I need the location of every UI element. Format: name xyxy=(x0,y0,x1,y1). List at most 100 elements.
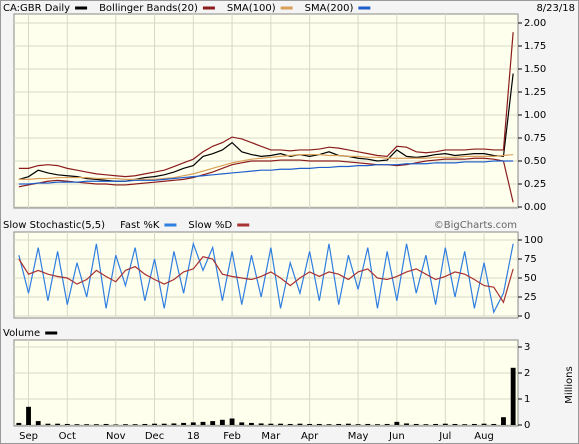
volume-bar xyxy=(200,421,206,425)
y-tick-label: 3 xyxy=(524,342,530,353)
panel-title: Volume xyxy=(3,328,40,339)
y-tick-label: 0.25 xyxy=(524,179,546,190)
series-line xyxy=(18,160,514,185)
series-line xyxy=(18,256,514,304)
x-tick-label: Aug xyxy=(474,431,494,442)
volume-bar xyxy=(365,423,371,425)
x-tick-label: Mar xyxy=(261,431,281,442)
x-tick-label: Oct xyxy=(59,431,76,442)
volume-bar xyxy=(307,423,313,425)
y-tick-label: 75 xyxy=(524,254,537,265)
legend-label: SMA(200) xyxy=(305,3,354,14)
series-line xyxy=(18,32,514,178)
legend-label: SMA(100) xyxy=(227,3,276,14)
date-label: 8/23/18 xyxy=(536,3,575,14)
x-tick-label: May xyxy=(348,431,369,442)
legend-swatch xyxy=(75,6,88,10)
volume-bar xyxy=(452,423,458,425)
volume-bar xyxy=(287,423,293,425)
y-tick-label: 0 xyxy=(524,420,530,431)
volume-bar xyxy=(55,423,61,425)
x-tick-label: Jul xyxy=(438,431,451,442)
y-axis-label: Millions xyxy=(564,366,575,403)
volume-bar xyxy=(258,423,264,425)
legend-swatch xyxy=(358,6,371,10)
volume-bar xyxy=(171,423,177,425)
y-tick-label: 1.50 xyxy=(524,64,546,75)
volume-bar xyxy=(345,423,351,425)
volume-bar xyxy=(326,424,332,425)
price-line xyxy=(18,73,514,182)
volume-bar xyxy=(268,423,274,425)
volume-bar xyxy=(239,422,245,425)
volume-bar xyxy=(142,423,148,425)
volume-bar xyxy=(219,419,225,425)
legend-label: Slow %D xyxy=(188,220,232,231)
y-tick-label: 1.00 xyxy=(524,110,546,121)
volume-bar xyxy=(181,422,187,425)
x-tick-label: Dec xyxy=(145,431,164,442)
volume-bar xyxy=(375,424,380,425)
volume-bar xyxy=(93,424,99,425)
x-tick-label: 18 xyxy=(187,431,200,442)
legend-swatch xyxy=(280,6,293,10)
volume-bar xyxy=(278,423,283,425)
volume-bar xyxy=(316,423,322,425)
volume-bar xyxy=(210,421,216,425)
legend-swatch xyxy=(237,223,250,227)
volume-bar xyxy=(491,423,497,425)
volume-bar xyxy=(161,423,167,425)
volume-bar xyxy=(481,423,487,425)
volume-bar xyxy=(394,421,400,425)
legend-swatch xyxy=(45,331,58,335)
legend-label: CA:GBR Daily xyxy=(3,3,70,14)
y-tick-label: 1.75 xyxy=(524,41,546,52)
volume-bar xyxy=(123,424,128,425)
volume-bar xyxy=(16,422,22,425)
volume-bar xyxy=(501,417,506,425)
x-tick-label: Sep xyxy=(19,431,38,442)
y-tick-label: 25 xyxy=(524,292,537,303)
y-tick-label: 1.25 xyxy=(524,87,546,98)
volume-bar xyxy=(413,423,419,425)
x-tick-label: Apr xyxy=(301,431,319,442)
y-tick-label: 2 xyxy=(524,368,530,379)
volume-bar xyxy=(471,423,477,425)
x-tick-label: Nov xyxy=(106,431,126,442)
volume-bar xyxy=(74,424,80,425)
panel-title: Slow Stochastic(5,5) xyxy=(3,220,105,231)
volume-bar xyxy=(26,406,31,425)
volume-bar xyxy=(132,424,138,425)
x-tick-label: Feb xyxy=(223,431,241,442)
volume-bar xyxy=(404,423,409,425)
volume-panel xyxy=(13,339,519,427)
y-tick-label: 0.75 xyxy=(524,133,546,144)
y-tick-label: 0 xyxy=(524,311,530,322)
volume-bar xyxy=(249,422,254,425)
series-line xyxy=(18,153,514,180)
volume-bar xyxy=(423,424,429,425)
volume-bar xyxy=(45,423,51,425)
y-tick-label: 2.00 xyxy=(524,18,546,29)
volume-bar xyxy=(442,423,448,425)
y-tick-label: 1 xyxy=(524,394,530,405)
price-line xyxy=(18,241,514,315)
volume-bar xyxy=(190,422,196,425)
volume-bar xyxy=(355,424,361,425)
legend-swatch xyxy=(202,6,215,10)
volume-bar xyxy=(297,423,303,425)
volume-bar xyxy=(433,423,439,425)
y-tick-label: 0.50 xyxy=(524,156,546,167)
volume-bar xyxy=(64,423,70,425)
y-tick-label: 100 xyxy=(524,235,543,246)
legend-label: Bollinger Bands(20) xyxy=(99,3,198,14)
y-tick-label: 50 xyxy=(524,273,537,284)
volume-bar xyxy=(462,424,468,425)
legend-label: Fast %K xyxy=(120,220,160,231)
volume-bar xyxy=(384,423,390,425)
volume-bar xyxy=(113,424,119,425)
volume-bar xyxy=(103,423,109,425)
legend-swatch xyxy=(164,223,177,227)
y-tick-label: 0.00 xyxy=(524,202,546,213)
